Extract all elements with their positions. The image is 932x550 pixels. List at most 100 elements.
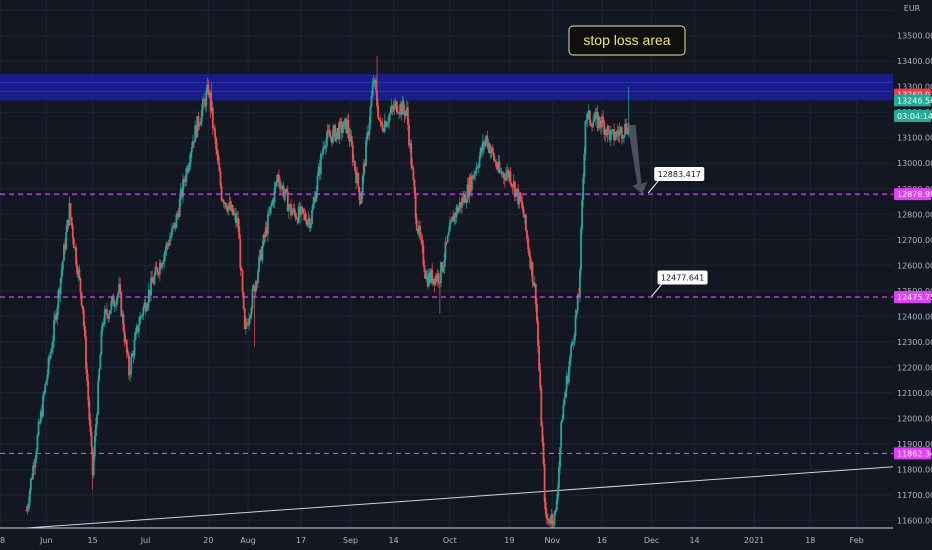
trendline-line[interactable] — [26, 466, 894, 529]
candle-body — [49, 352, 52, 359]
candle-body — [612, 129, 614, 131]
candle-body — [414, 193, 417, 219]
candle-body — [167, 244, 170, 246]
candle-body — [166, 243, 169, 245]
candle-body — [262, 234, 265, 247]
candle-body — [74, 247, 76, 249]
candle-body — [314, 197, 317, 202]
candle-body — [528, 249, 531, 256]
candle-body — [119, 283, 122, 292]
candle-body — [91, 446, 94, 476]
candle-body — [443, 259, 446, 268]
down-arrow-icon[interactable] — [627, 124, 648, 194]
candle-body — [82, 309, 85, 326]
candle-body — [376, 90, 378, 106]
candle-body — [447, 231, 450, 236]
candle-body — [334, 125, 337, 141]
stop-loss-note[interactable]: stop loss area — [568, 25, 686, 56]
candle-body — [485, 135, 488, 142]
candle-body — [37, 421, 40, 435]
candle-body — [459, 202, 462, 208]
candle-body — [218, 164, 221, 172]
horizontal-levels — [0, 193, 893, 455]
candle-body — [427, 272, 430, 287]
candle-body — [207, 84, 210, 96]
candle-body — [477, 166, 480, 168]
candle-body — [208, 92, 211, 96]
candle-body — [345, 118, 348, 133]
candle-body — [157, 273, 160, 275]
callout-label: 12883.417 — [658, 170, 701, 179]
candle-body — [50, 348, 53, 353]
trendline[interactable] — [26, 466, 894, 529]
candle-body — [169, 235, 172, 240]
price-axis[interactable]: EUR11600.00011700.00011800.00011900.0001… — [893, 0, 932, 550]
candle-body — [72, 238, 75, 248]
candle-body — [497, 161, 500, 170]
x-tick-label: 18 — [805, 536, 815, 545]
candle-body — [389, 112, 392, 116]
candle-body — [128, 355, 130, 376]
price-tag — [894, 290, 931, 303]
candle-body — [569, 356, 571, 367]
candle-body — [187, 166, 190, 172]
candle-body — [349, 135, 352, 142]
candle-body — [163, 253, 166, 263]
candle-body — [98, 369, 101, 381]
candle-body — [253, 285, 256, 292]
price-tags: 13269.03013246.56503:04:1412878.98712475… — [894, 88, 932, 460]
candle-body — [246, 322, 248, 324]
candle-body — [423, 264, 426, 273]
candle-body — [400, 104, 403, 115]
candle-body — [468, 176, 471, 197]
candle-body — [178, 199, 181, 217]
x-tick-label: 2021 — [744, 536, 764, 545]
price-callout[interactable]: 12477.641 — [651, 270, 708, 297]
candle-body — [160, 262, 162, 269]
candle-body — [133, 339, 136, 357]
candle-body — [39, 411, 42, 423]
candle-body — [328, 131, 331, 137]
candle-body — [555, 500, 558, 511]
candle-body — [340, 122, 343, 134]
candle-body — [272, 200, 275, 203]
candle-body — [321, 154, 323, 156]
candle-body — [43, 392, 45, 395]
candle-body — [512, 181, 515, 188]
candle-body — [323, 146, 326, 149]
note-label: stop loss area — [583, 32, 670, 48]
time-axis[interactable]: 18 Jun 15 Jul 20 Aug 17 Sep 14 Oct 19 Nov 16 Dec 14 202… — [0, 527, 932, 550]
candle-body — [625, 123, 628, 132]
candle-body — [344, 118, 346, 121]
candle-body — [273, 187, 276, 203]
candle-body — [197, 116, 200, 127]
candle-body — [222, 200, 225, 204]
candle-body — [518, 192, 521, 205]
candle-body — [219, 171, 222, 186]
callout-pointer — [651, 284, 662, 297]
candle-body — [467, 184, 470, 197]
candle-body — [405, 107, 408, 112]
candle-body — [145, 307, 148, 312]
candle-body — [111, 295, 114, 301]
candle-body — [536, 303, 538, 322]
candle-body — [506, 169, 509, 175]
candle-body — [109, 310, 112, 314]
x-tick-label: 19 — [504, 536, 514, 545]
candle-body — [429, 272, 431, 282]
candle-body — [150, 277, 152, 296]
candle-body — [419, 225, 421, 237]
candle-body — [227, 205, 230, 212]
price-callout[interactable]: 12883.417 — [647, 166, 705, 194]
candle-body — [220, 185, 223, 201]
candle-body — [366, 132, 369, 141]
candle-body — [136, 325, 139, 332]
candle-body — [520, 200, 523, 203]
chart-annotations[interactable]: 12883.417 12477.641 stop loss area — [568, 25, 708, 297]
candle-body — [440, 262, 442, 283]
candle-body — [75, 247, 77, 265]
candle-body — [370, 96, 373, 107]
candle-body — [609, 130, 612, 141]
candle-body — [534, 283, 537, 304]
